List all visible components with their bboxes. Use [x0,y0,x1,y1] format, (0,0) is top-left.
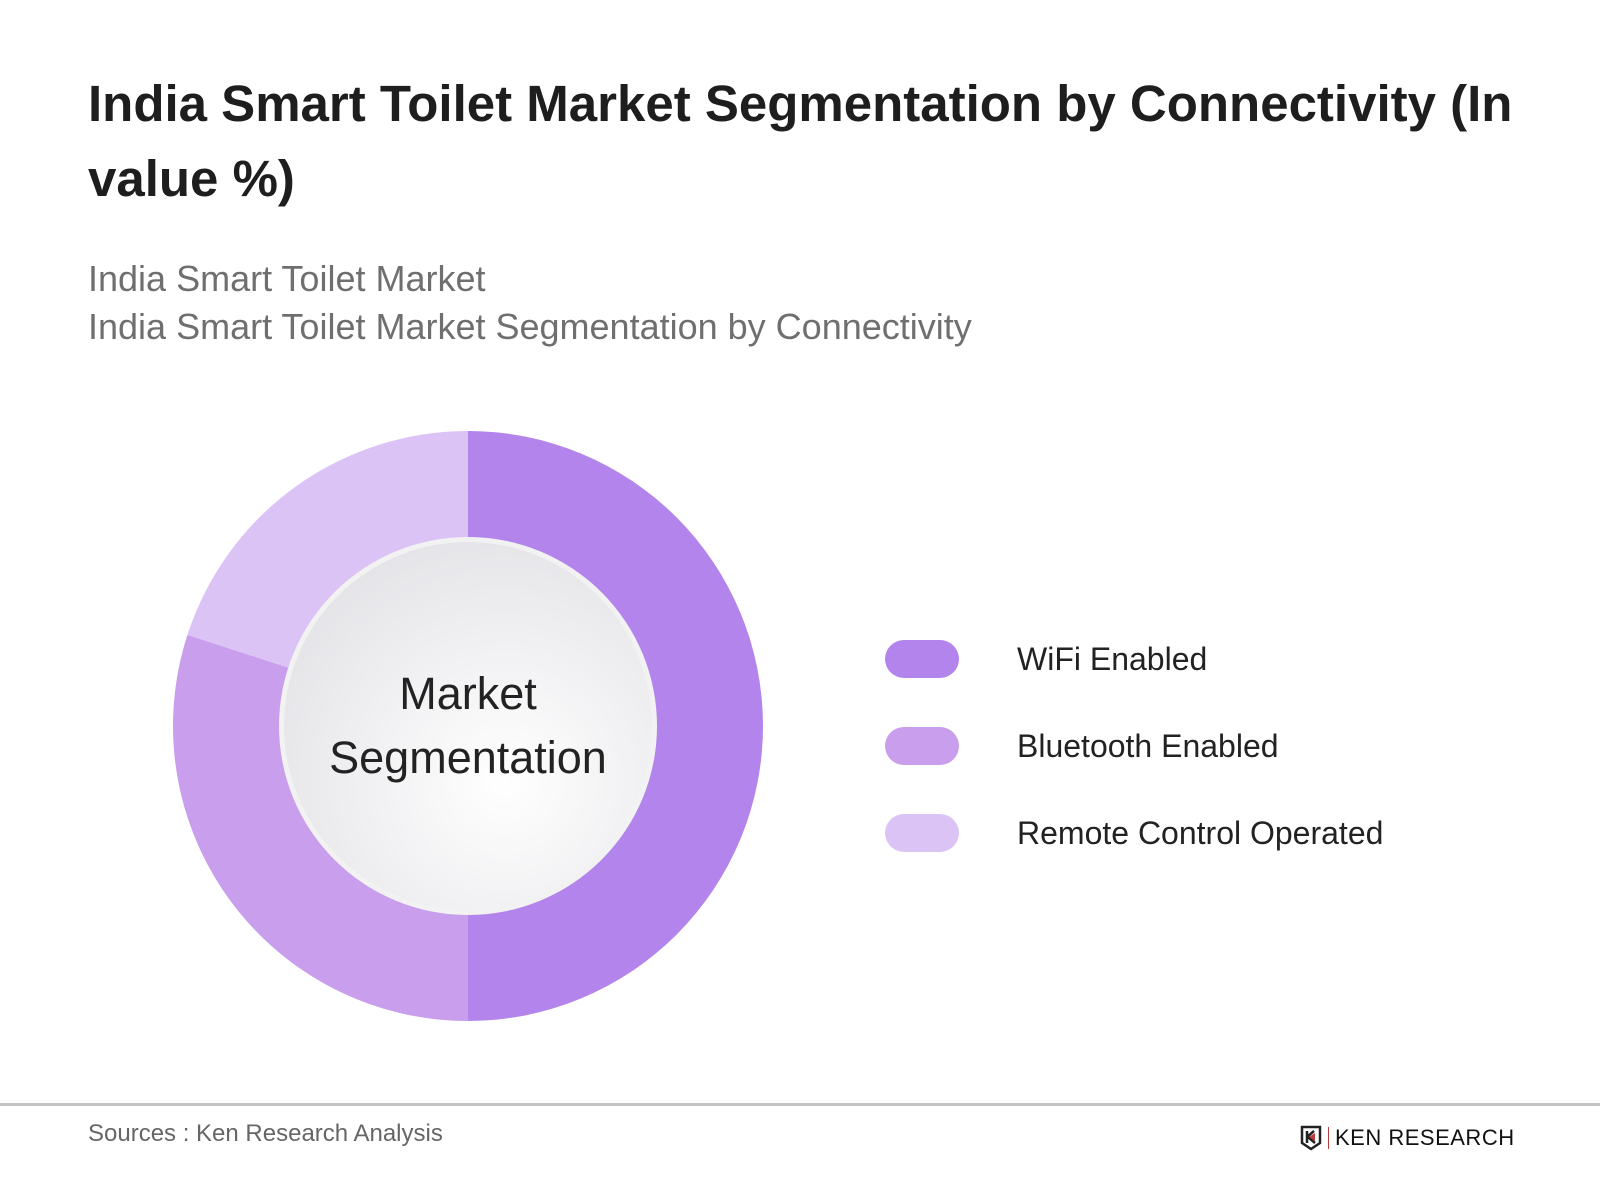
legend-item: WiFi Enabled [885,640,1207,678]
legend-label: WiFi Enabled [1017,640,1208,677]
ken-shield-icon [1300,1125,1322,1151]
footer-divider [0,1103,1600,1106]
legend-item: Remote Control Operated [885,814,1383,852]
legend-swatch [885,814,959,852]
legend-swatch [885,640,959,678]
legend-item: Bluetooth Enabled [885,727,1279,765]
logo-text: KEN RESEARCH [1335,1125,1515,1150]
donut-center-label: Market Segmentation [329,668,607,783]
ken-research-logo: KEN RESEARCH [1300,1125,1515,1151]
source-note: Sources : Ken Research Analysis [88,1120,443,1147]
legend-label: Bluetooth Enabled [1017,727,1279,764]
legend-swatch [885,727,959,765]
legend-label: Remote Control Operated [1017,814,1384,851]
chart-title: India Smart Toilet Market Segmentation b… [88,75,1513,207]
subtitle-segmentation: India Smart Toilet Market Segmentation b… [88,306,972,347]
donut-hole [284,542,652,910]
subtitle-market: India Smart Toilet Market [88,258,486,299]
donut-slice-remote-control-operated [187,431,468,680]
